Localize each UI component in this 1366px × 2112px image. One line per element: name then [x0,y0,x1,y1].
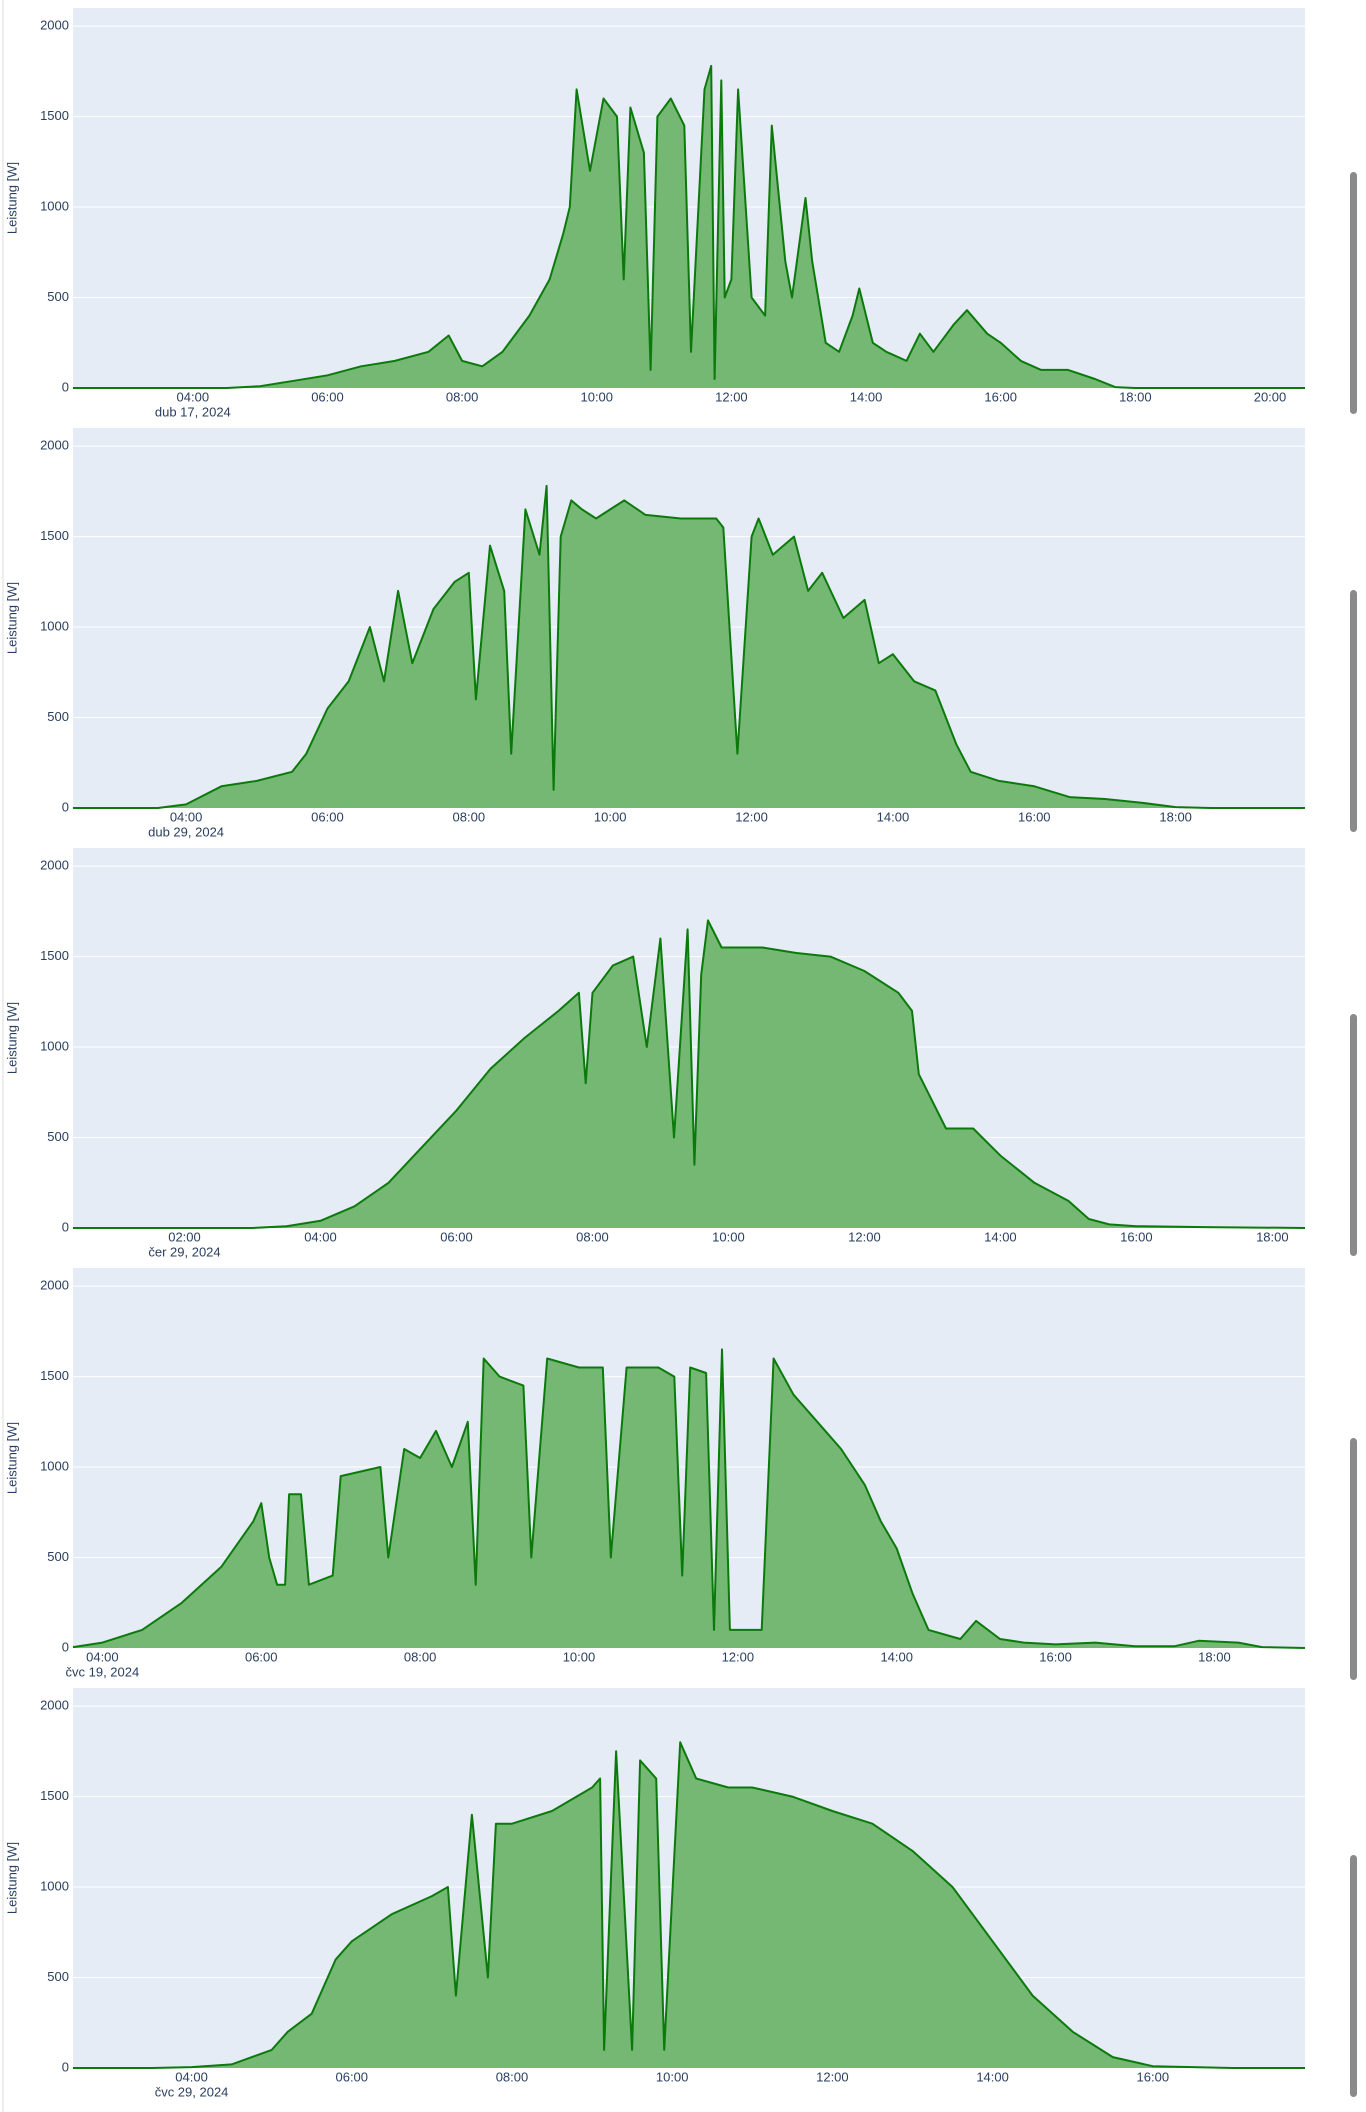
x-tick-label: 16:00 [1039,1649,1072,1664]
y-tick-label: 1000 [40,618,69,633]
y-tick-label: 2000 [40,1698,69,1713]
date-label: dub 17, 2024 [155,404,231,419]
area-line [72,1348,1306,1649]
x-tick-label: 18:00 [1119,389,1152,404]
y-axis-label: Leistung [W] [4,162,19,234]
x-tick-label: 10:00 [594,809,627,824]
x-tick-label: 10:00 [563,1649,596,1664]
area-fill [73,65,1305,389]
x-tick-label: 14:00 [877,809,910,824]
y-tick-label: 0 [62,1219,69,1234]
area-line [73,484,1305,809]
x-tick-label: 02:00 [168,1229,201,1244]
y-tick-label: 1000 [40,1038,69,1053]
x-tick-label: 06:00 [335,2069,368,2084]
chart: 0 500 1000 1500 2000 02:00 04:00 06:00 08:00 10:0… [4,848,1306,1259]
area-line [73,919,1306,1229]
y-axis-label: Leistung [W] [4,582,19,654]
y-tick-label: 2000 [40,438,69,453]
y-tick-label: 2000 [40,1278,69,1293]
y-tick-label: 1500 [40,948,69,963]
x-tick-label: 06:00 [440,1229,473,1244]
x-tick-label: 18:00 [1198,1649,1231,1664]
scrollbar-thumb[interactable] [1350,172,1357,414]
x-tick-label: 12:00 [735,809,768,824]
x-tick-label: 18:00 [1159,809,1192,824]
x-tick-label: 12:00 [816,2069,849,2084]
y-tick-label: 0 [62,1639,69,1654]
y-tick-label: 1500 [40,528,69,543]
scrollbar-thumb[interactable] [1350,1014,1357,1256]
x-tick-label: 14:00 [880,1649,913,1664]
area-line [73,64,1305,389]
x-tick-label: 04:00 [175,2069,208,2084]
x-tick-label: 08:00 [446,389,479,404]
x-tick-label: 14:00 [984,1229,1017,1244]
x-tick-label: 16:00 [1018,809,1051,824]
x-tick-label: 10:00 [712,1229,745,1244]
x-tick-label: 14:00 [850,389,883,404]
x-tick-label: 12:00 [848,1229,881,1244]
y-tick-label: 1500 [40,1368,69,1383]
scrollbar-thumb[interactable] [1350,1855,1357,2097]
x-tick-label: 04:00 [86,1649,119,1664]
y-tick-label: 0 [62,799,69,814]
chart: 0 500 1000 1500 2000 04:00 06:00 08:00 10:00 12:0… [4,8,1305,419]
x-tick-label: 16:00 [984,389,1017,404]
y-axis-label: Leistung [W] [4,1842,19,1914]
scrollbar-thumb[interactable] [1350,590,1357,832]
y-tick-label: 500 [47,1129,69,1144]
x-tick-label: 14:00 [976,2069,1009,2084]
y-tick-label: 1000 [40,1878,69,1893]
date-label: čvc 19, 2024 [66,1664,140,1679]
y-tick-label: 1000 [40,1458,69,1473]
area-fill [73,1349,1305,1648]
x-tick-label: 20:00 [1254,389,1287,404]
x-tick-label: 04:00 [177,389,210,404]
y-tick-label: 2000 [40,858,69,873]
y-axis-label: Leistung [W] [4,1002,19,1074]
y-tick-label: 500 [47,1549,69,1564]
scrollbar-thumb[interactable] [1350,1438,1357,1680]
x-tick-label: 06:00 [245,1649,278,1664]
chart: 0 500 1000 1500 2000 04:00 06:00 08:00 10:00 12:0… [4,1688,1305,2099]
y-tick-label: 500 [47,289,69,304]
y-tick-label: 0 [62,379,69,394]
y-tick-label: 0 [62,2059,69,2074]
x-tick-label: 12:00 [722,1649,755,1664]
x-tick-label: 10:00 [580,389,613,404]
date-label: čer 29, 2024 [148,1244,220,1259]
x-tick-label: 04:00 [170,809,203,824]
x-tick-label: 08:00 [496,2069,529,2084]
date-label: čvc 29, 2024 [155,2084,229,2099]
y-tick-label: 1500 [40,108,69,123]
y-tick-label: 1000 [40,198,69,213]
area-fill [73,1742,1305,2068]
chart: 0 500 1000 1500 2000 04:00 06:00 08:00 10:00 12:0… [4,428,1305,839]
y-axis-label: Leistung [W] [4,1422,19,1494]
y-tick-label: 1500 [40,1788,69,1803]
x-tick-label: 12:00 [715,389,748,404]
area-line [73,1741,1305,2069]
x-tick-label: 08:00 [404,1649,437,1664]
x-tick-label: 04:00 [304,1229,337,1244]
x-tick-label: 08:00 [453,809,486,824]
y-tick-label: 500 [47,709,69,724]
x-tick-label: 10:00 [656,2069,689,2084]
chart: 0 500 1000 1500 2000 04:00 06:00 08:00 10:00 12:0… [4,1268,1306,1679]
x-tick-label: 08:00 [576,1229,609,1244]
date-label: dub 29, 2024 [148,824,224,839]
x-tick-label: 16:00 [1120,1229,1153,1244]
y-tick-label: 2000 [40,18,69,33]
x-tick-label: 06:00 [311,809,344,824]
x-tick-label: 06:00 [311,389,344,404]
x-tick-label: 18:00 [1256,1229,1289,1244]
x-tick-label: 16:00 [1137,2069,1170,2084]
area-fill [73,920,1305,1228]
area-fill [73,485,1305,808]
y-tick-label: 500 [47,1969,69,1984]
